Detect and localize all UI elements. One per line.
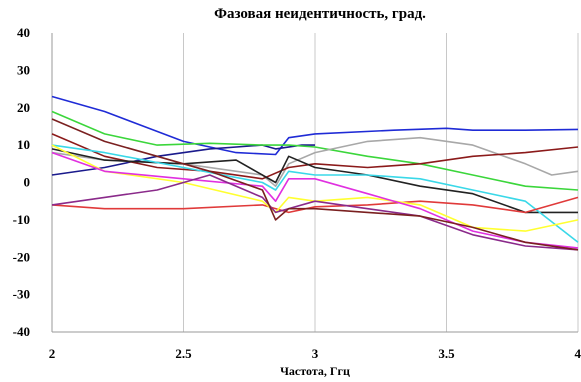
y-tick-label: -20 (13, 249, 30, 264)
x-tick-label: 3.5 (438, 346, 455, 361)
y-tick-label: 20 (17, 100, 30, 115)
axes (51, 33, 578, 333)
y-tick-label: -40 (13, 324, 30, 339)
series-line (51, 133, 579, 180)
x-tick-label: 2 (49, 346, 56, 361)
series-line (51, 174, 579, 251)
series-line (51, 95, 579, 156)
y-tick-label: -10 (13, 212, 30, 227)
y-tick-label: 10 (17, 137, 30, 152)
x-tick-label: 3 (312, 346, 319, 361)
series-line (51, 151, 579, 249)
series-line (51, 144, 579, 243)
series-line (51, 110, 579, 191)
x-tick-label: 4 (575, 346, 581, 361)
chart-title: Фазовая неидентичность, град. (214, 6, 426, 22)
y-tick-label: 40 (17, 25, 30, 40)
series-line (51, 148, 578, 214)
series-line (51, 196, 579, 214)
tick-labels: 40 30 20 10 0 -10 -20 -30 -40 2 2.5 3 3.5 4 (13, 25, 581, 361)
x-tick-label: 2.5 (175, 346, 192, 361)
y-tick-label: -30 (13, 287, 30, 302)
y-tick-label: 30 (17, 62, 30, 77)
y-tick-label: 0 (24, 175, 31, 190)
series-line (51, 144, 579, 232)
series-lines (51, 95, 579, 251)
x-axis-label: Частота, Ггц (280, 364, 350, 378)
series-line (51, 118, 579, 251)
